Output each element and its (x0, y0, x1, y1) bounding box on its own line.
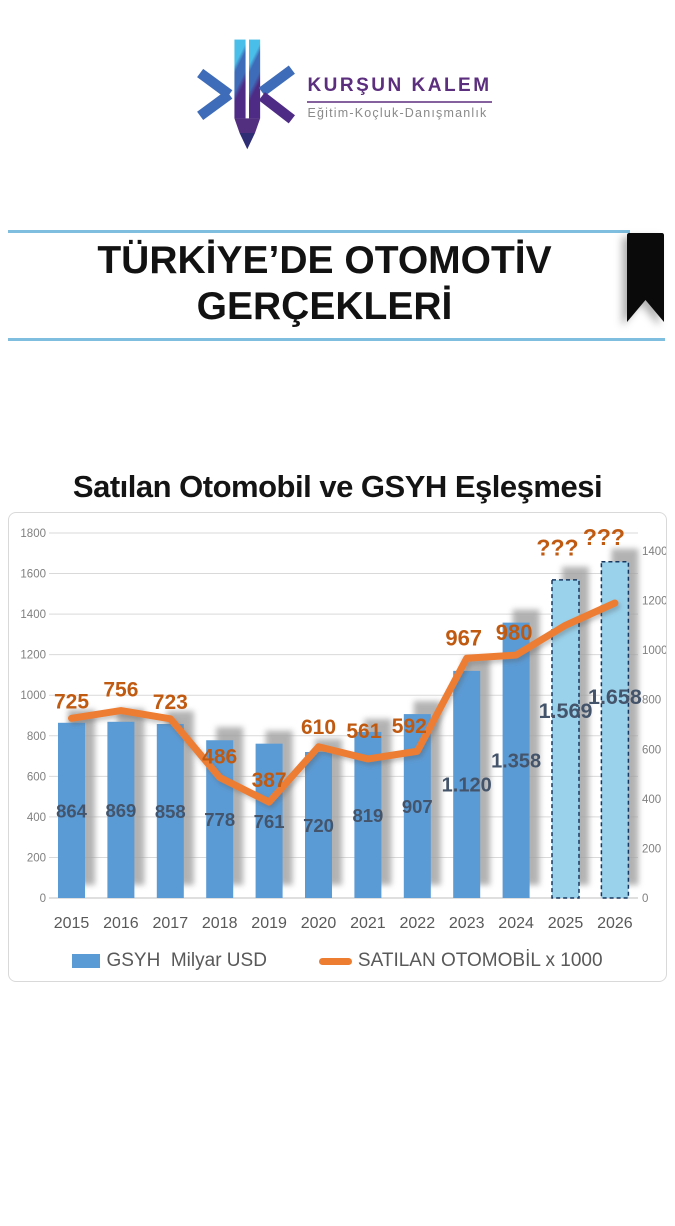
bar-2017 (156, 724, 184, 899)
brand-name: KURŞUN KALEM (307, 74, 492, 96)
bar-2023 (453, 670, 481, 899)
page-title-line2: GERÇEKLERİ (196, 285, 453, 329)
brand-tagline: Eğitim-Koçluk-Danışmanlık (307, 105, 488, 120)
bar-label-2024: 1.358 (491, 750, 541, 772)
bar-label-2026: 1.658 (588, 685, 642, 709)
year-label-2026: 2026 (597, 915, 633, 932)
legend-label-gsyh: GSYH Milyar USD (106, 950, 267, 972)
chart-legend: GSYH Milyar USD SATILAN OTOMOBİL x 1000 (9, 950, 666, 972)
bar-2026 (600, 561, 630, 899)
year-label-2022: 2022 (400, 915, 436, 932)
legend-label-otomobil: SATILAN OTOMOBİL x 1000 (357, 950, 603, 972)
bar-2019 (255, 743, 283, 899)
bar-label-2018: 778 (204, 809, 235, 830)
combo-chart: 0 200 400 600 800 1000 1200 1400 1600 1800 0 200 400… (20, 524, 667, 932)
pencil-collar (234, 118, 261, 133)
infographic-page: { "logo": { "brand": "KURŞUN KALEM", "ta… (0, 26, 675, 1226)
line-label-2019: 387 (252, 769, 287, 792)
bar-label-2022: 907 (402, 796, 433, 817)
bar-2015 (58, 722, 85, 899)
brand-divider (307, 100, 492, 103)
right-axis-tick-200: 200 (642, 843, 661, 855)
right-axis-tick-1200: 1200 (642, 596, 666, 608)
legend-swatch-bar (72, 954, 101, 969)
line-label-2025: ??? (536, 534, 578, 560)
bar-label-2019: 761 (254, 811, 285, 832)
k-left-lower-arm (197, 90, 233, 121)
pencil-body-right (249, 39, 261, 119)
page-title: TÜRKİYE’DE OTOMOTİV GERÇEKLERİ (0, 233, 675, 338)
bar-label-2016: 869 (105, 800, 136, 821)
year-label-2019: 2019 (251, 915, 287, 932)
k-right-upper-arm (259, 65, 296, 96)
left-axis-tick-1000: 1000 (20, 690, 46, 702)
left-axis-tick-0: 0 (40, 893, 46, 905)
left-axis-tick-1400: 1400 (20, 609, 46, 621)
pencil-tip (240, 133, 256, 150)
line-label-2024: 980 (496, 620, 533, 645)
right-axis-tick-0: 0 (642, 893, 648, 905)
year-label-2017: 2017 (153, 915, 189, 932)
bar-label-2020: 720 (303, 815, 334, 836)
logo: KURŞUN KALEM Eğitim-Koçluk-Danışmanlık (0, 26, 675, 168)
bar-2020 (305, 752, 332, 899)
bar-label-2017: 858 (155, 801, 186, 822)
bar-label-2015: 864 (56, 800, 88, 821)
left-axis-tick-800: 800 (27, 731, 46, 743)
right-axis-tick-1400: 1400 (642, 546, 666, 558)
legend-item-otomobil: SATILAN OTOMOBİL x 1000 (318, 950, 603, 972)
line-label-2026: ??? (583, 524, 625, 550)
year-label-2015: 2015 (54, 915, 90, 932)
chart-frame: 0 200 400 600 800 1000 1200 1400 1600 1800 0 200 400… (8, 512, 668, 983)
line-label-2021: 561 (346, 720, 381, 743)
line-label-2023: 967 (445, 625, 482, 650)
bar-2016 (107, 721, 135, 899)
banner-rule-bottom (8, 338, 665, 342)
left-axis-tick-400: 400 (27, 812, 46, 824)
bar-2024 (502, 622, 530, 899)
right-axis-tick-1000: 1000 (642, 645, 666, 657)
pencil-kk-logo-icon (197, 39, 296, 150)
right-axis-tick-800: 800 (642, 695, 661, 707)
left-axis-tick-1800: 1800 (20, 528, 46, 540)
year-label-2024: 2024 (498, 915, 534, 932)
k-left-upper-arm (197, 68, 233, 99)
year-label-2021: 2021 (350, 915, 386, 932)
line-series-otomobil (68, 599, 619, 806)
year-label-2020: 2020 (301, 915, 337, 932)
right-axis-tick-600: 600 (642, 744, 661, 756)
line-label-2018: 486 (202, 746, 237, 769)
pencil-body-left (234, 39, 247, 119)
legend-item-gsyh: GSYH Milyar USD (72, 950, 267, 972)
line-label-2017: 723 (153, 691, 188, 714)
k-right-lower-arm (259, 92, 296, 124)
left-axis-tick-600: 600 (27, 771, 46, 783)
left-axis-tick-1200: 1200 (20, 650, 46, 662)
page-title-line1: TÜRKİYE’DE OTOMOTİV (97, 239, 552, 282)
line-label-2016: 756 (103, 679, 138, 702)
bookmark-ribbon-icon (627, 233, 664, 322)
banner-rule-top (8, 230, 630, 233)
bar-label-2023: 1.120 (442, 774, 492, 796)
year-label-2025: 2025 (548, 915, 584, 932)
line-label-2020: 610 (301, 716, 336, 739)
line-label-2015: 725 (54, 690, 89, 713)
bar-label-2021: 819 (352, 805, 383, 826)
year-label-2016: 2016 (103, 915, 139, 932)
left-axis-tick-200: 200 (27, 852, 46, 864)
left-axis-tick-1600: 1600 (20, 569, 46, 581)
year-label-2023: 2023 (449, 915, 485, 932)
bar-label-2025: 1.569 (539, 699, 593, 723)
banner: TÜRKİYE’DE OTOMOTİV GERÇEKLERİ (0, 230, 675, 342)
line-label-2022: 592 (392, 715, 427, 738)
right-axis-tick-400: 400 (642, 794, 661, 806)
year-label-2018: 2018 (202, 915, 238, 932)
legend-swatch-line (318, 957, 352, 965)
chart-title: Satılan Otomobil ve GSYH Eşleşmesi (72, 469, 603, 505)
